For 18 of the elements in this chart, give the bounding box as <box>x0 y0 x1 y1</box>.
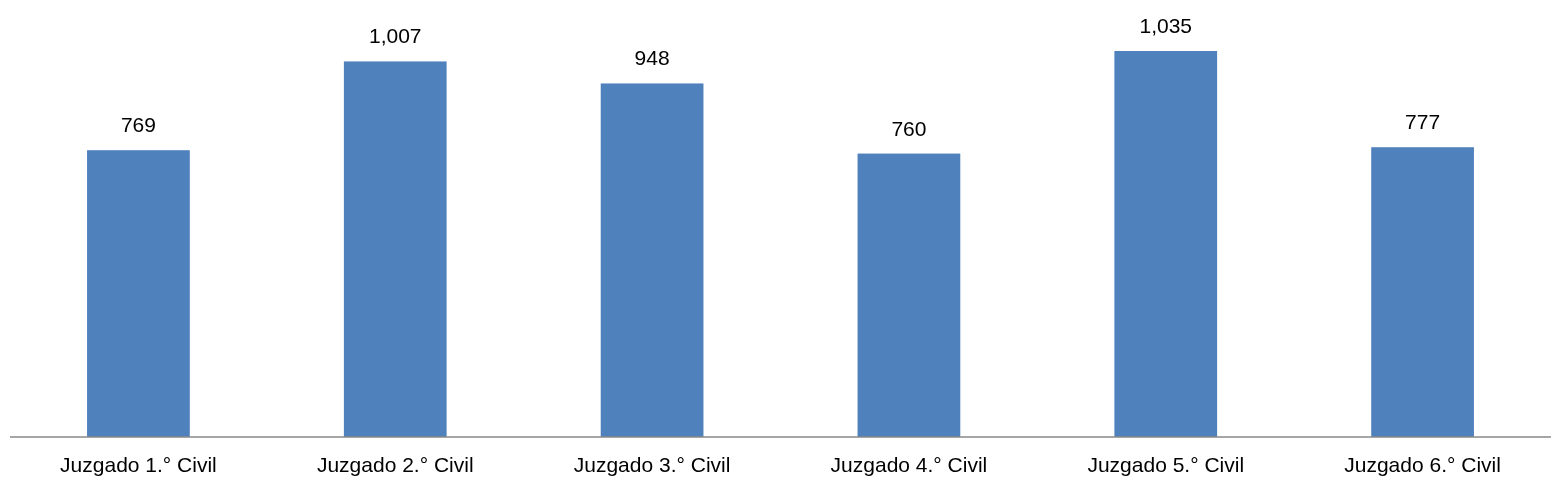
data-label: 760 <box>891 116 927 140</box>
data-label: 1,007 <box>368 24 422 48</box>
data-label: 1,035 <box>1139 14 1193 37</box>
bar <box>87 150 190 437</box>
bar <box>1114 51 1218 437</box>
data-label: 769 <box>120 113 156 137</box>
data-label: 777 <box>1405 110 1441 134</box>
bar <box>343 61 447 437</box>
bar <box>857 153 961 437</box>
x-tick-label: Juzgado 1.° Civil <box>60 453 217 476</box>
x-tick-label: Juzgado 5.° Civil <box>1087 453 1245 476</box>
x-tick-label: Juzgado 6.° Civil <box>1344 453 1501 476</box>
bar <box>600 83 704 437</box>
x-tick-label: Juzgado 3.° Civil <box>573 453 731 476</box>
data-label: 948 <box>634 46 670 70</box>
bar <box>1371 147 1474 437</box>
x-tick-label: Juzgado 2.° Civil <box>316 453 474 476</box>
x-tick-label: Juzgado 4.° Civil <box>830 453 988 476</box>
